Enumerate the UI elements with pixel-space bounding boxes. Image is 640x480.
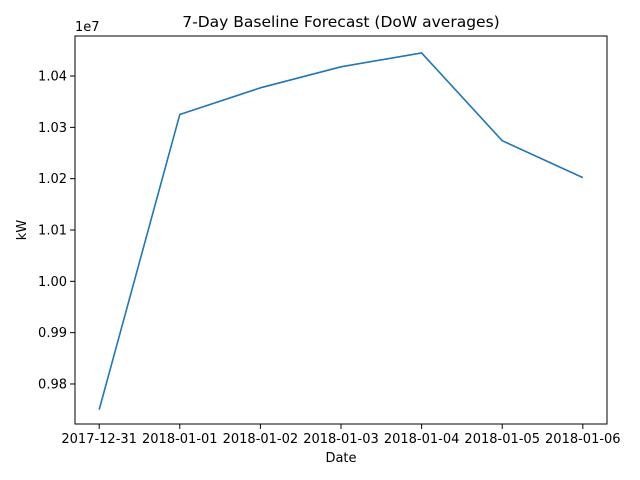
x-tick-label: 2018-01-03: [303, 432, 379, 447]
series-line: [98, 52, 584, 410]
y-tick-label: 1.03: [38, 121, 67, 136]
x-tick-label: 2018-01-02: [223, 432, 299, 447]
chart-title: 7-Day Baseline Forecast (DoW averages): [182, 13, 499, 31]
x-tick-label: 2018-01-05: [464, 432, 540, 447]
y-axis: 0.98 0.99 1.00 1.01 1.02 1.03 1.04: [38, 70, 75, 392]
y-axis-offset-label: 1e7: [75, 20, 100, 35]
y-axis-label: kW: [15, 220, 30, 241]
y-tick-label: 1.01: [38, 224, 67, 239]
x-tick-label: 2018-01-01: [142, 432, 218, 447]
x-tick-label: 2018-01-04: [384, 432, 460, 447]
x-tick-label: 2018-01-06: [545, 432, 621, 447]
y-tick-label: 0.99: [38, 326, 67, 341]
y-tick-label: 1.00: [38, 275, 67, 290]
x-axis: 2017-12-31 2018-01-01 2018-01-02 2018-01-03…: [61, 424, 621, 447]
y-tick-label: 0.98: [38, 377, 67, 392]
y-tick-label: 1.02: [38, 172, 67, 187]
x-axis-label: Date: [325, 451, 356, 466]
x-tick-label: 2017-12-31: [61, 432, 137, 447]
y-tick-label: 1.04: [38, 70, 67, 85]
series-layer: [98, 52, 584, 410]
